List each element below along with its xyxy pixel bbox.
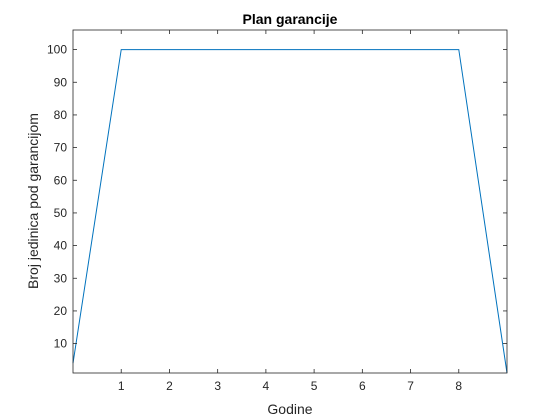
plot-area — [73, 30, 507, 373]
x-axis-label: Godine — [267, 401, 312, 417]
y-tick-label: 10 — [54, 337, 68, 351]
x-tick-label: 7 — [407, 379, 414, 393]
y-tick-label: 80 — [54, 108, 68, 122]
chart-title: Plan garancije — [243, 11, 338, 27]
x-tick-label: 3 — [214, 379, 221, 393]
x-tick-label: 1 — [118, 379, 125, 393]
x-tick-label: 8 — [455, 379, 462, 393]
x-tick-label: 4 — [263, 379, 270, 393]
y-axis-label: Broj jedinica pod garancijom — [25, 113, 41, 289]
y-tick-label: 60 — [54, 173, 68, 187]
axes-box — [72, 29, 508, 374]
y-tick-label: 70 — [54, 141, 68, 155]
y-tick-label: 90 — [54, 75, 68, 89]
series-line-1 — [72, 49, 508, 374]
y-tick-label: 20 — [54, 304, 68, 318]
y-tick-label: 40 — [54, 239, 68, 253]
x-tick-label: 2 — [166, 379, 173, 393]
y-tick-label: 100 — [47, 43, 67, 57]
x-tick-label: 6 — [359, 379, 366, 393]
y-tick-label: 30 — [54, 271, 68, 285]
y-tick-label: 50 — [54, 206, 68, 220]
x-tick-label: 5 — [311, 379, 318, 393]
